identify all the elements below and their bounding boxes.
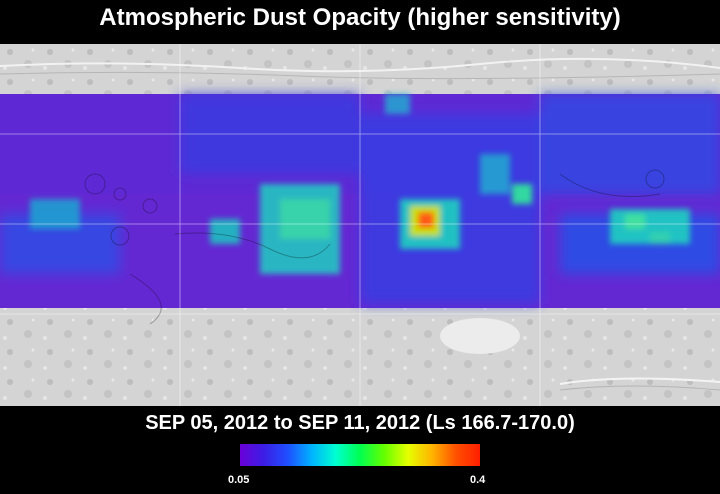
scale-max-label: 0.4 (470, 474, 486, 486)
date-range-label: SEP 05, 2012 to SEP 11, 2012 (Ls 166.7-1… (145, 412, 575, 434)
map-title: Atmospheric Dust Opacity (higher sensiti… (99, 4, 621, 31)
scale-min-label: 0.05 (228, 474, 250, 486)
dust-opacity-map (0, 44, 720, 406)
lat-lon-grid (0, 44, 720, 406)
color-scale-bar (240, 444, 480, 466)
hellas-basin (440, 318, 520, 354)
